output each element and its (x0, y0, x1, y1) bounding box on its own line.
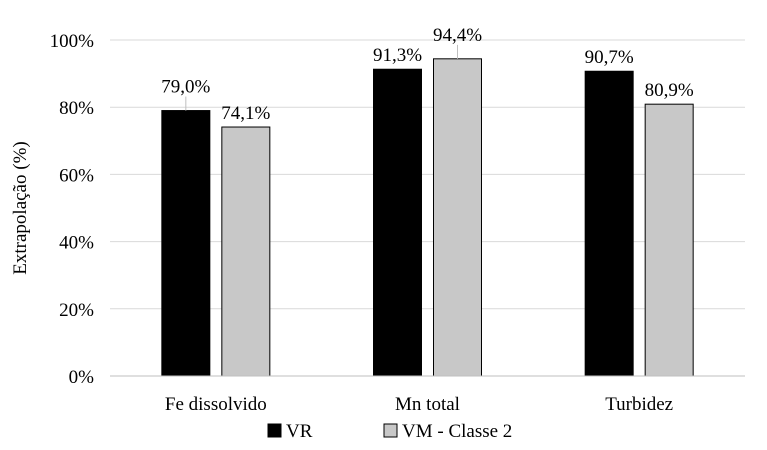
x-category-label: Fe dissolvido (165, 394, 267, 415)
bar (644, 103, 694, 377)
x-category-label: Turbidez (605, 394, 673, 415)
y-axis-title: Extrapolação (%) (10, 141, 31, 274)
legend-label: VM - Classe 2 (402, 421, 512, 442)
axes: 0% 20% 40% 60% 80% 100% Fe dissolvido Mn total T… (50, 31, 745, 415)
bar (221, 126, 271, 377)
bar (161, 110, 211, 377)
legend-swatch (267, 423, 282, 438)
y-tick-label: 40% (59, 233, 94, 254)
y-tick-label: 60% (59, 165, 94, 186)
data-label: 91,3% (373, 45, 422, 66)
data-label: 79,0% (161, 77, 210, 98)
legend-label: VR (286, 421, 313, 442)
y-tick-label: 0% (69, 367, 95, 388)
bar (433, 58, 482, 377)
y-tick-label: 20% (59, 300, 94, 321)
bar (584, 70, 634, 377)
data-label: 74,1% (221, 103, 270, 124)
gridlines (110, 39, 745, 310)
y-tick-label: 100% (50, 31, 95, 52)
data-label: 90,7% (585, 47, 634, 68)
bars (161, 58, 694, 377)
legend: VR VM - Classe 2 (267, 421, 512, 442)
legend-swatch (383, 423, 398, 438)
y-tick-label: 80% (59, 98, 94, 119)
bar (373, 68, 422, 377)
data-labels: 79,0% 74,1% 91,3% 94,4% 90,7% 80,9% (161, 25, 694, 124)
data-label: 94,4% (433, 25, 482, 46)
x-category-label: Mn total (395, 394, 460, 415)
data-label: 80,9% (645, 80, 694, 101)
